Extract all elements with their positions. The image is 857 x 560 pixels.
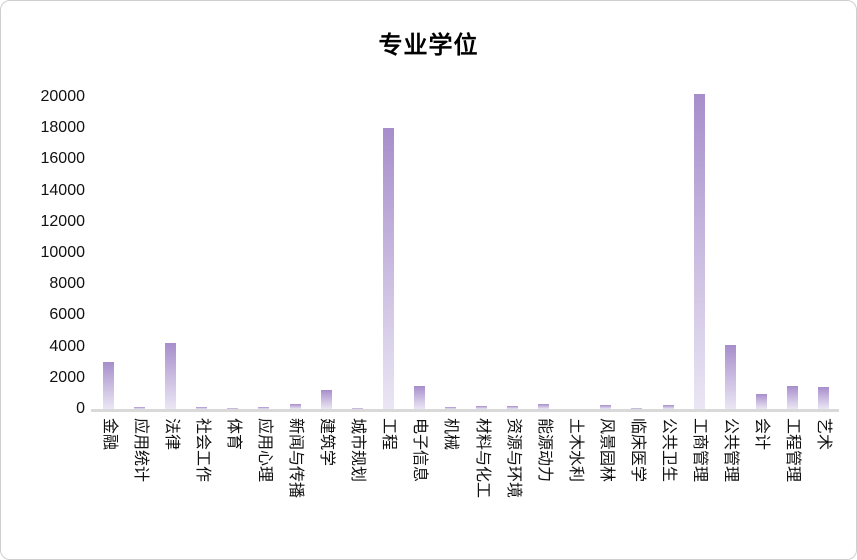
- x-category-label-text: 风景园林: [597, 418, 615, 483]
- bar-法律: [165, 343, 177, 409]
- x-category-label-text: 工程管理: [784, 418, 802, 483]
- x-category-label-text: 机械: [442, 418, 460, 451]
- x-category-label-text: 新闻与传播: [287, 418, 305, 499]
- bar-金融: [103, 362, 115, 409]
- bar-新闻与传播: [289, 404, 301, 409]
- bar-公共管理: [724, 345, 736, 409]
- y-tick-label: 8000: [49, 275, 85, 293]
- y-tick-label: 14000: [40, 181, 86, 199]
- bar-体育: [227, 407, 239, 409]
- x-category-label-text: 工商管理: [691, 418, 709, 483]
- bar-工程: [382, 128, 394, 409]
- y-tick-label: 10000: [40, 244, 86, 261]
- bar-公共卫生: [662, 405, 674, 409]
- x-category-label-text: 建筑学: [318, 418, 336, 467]
- bar-能源动力: [538, 403, 550, 409]
- x-category-label-text: 城市规划: [349, 418, 367, 483]
- x-category-label-text: 会计: [753, 418, 771, 451]
- bar-机械: [444, 406, 456, 409]
- x-category-label-text: 临床医学: [628, 418, 646, 483]
- x-category-label: 艺术: [815, 418, 856, 450]
- chart-title: 专业学位: [378, 32, 479, 59]
- x-axis-line: [91, 409, 839, 412]
- x-category-label-text: 法律: [162, 418, 180, 451]
- y-tick-label: 12000: [40, 212, 86, 230]
- x-category-label-text: 土木水利: [566, 418, 584, 483]
- y-tick-label: 18000: [40, 119, 86, 137]
- x-category-label-text: 社会工作: [193, 418, 211, 483]
- x-category-label-text: 电子信息: [411, 418, 429, 483]
- x-category-label-text: 应用统计: [131, 418, 149, 483]
- x-category-label-text: 应用心理: [255, 418, 273, 483]
- bar-材料与化工: [476, 406, 488, 409]
- x-category-label-text: 工程: [380, 418, 398, 451]
- y-tick-label: 0: [76, 400, 85, 417]
- x-category-label-text: 体育: [224, 418, 242, 451]
- x-category-label-text: 艺术: [815, 418, 833, 451]
- bar-建筑学: [320, 390, 332, 409]
- plot-area: [93, 93, 839, 409]
- bar-应用心理: [258, 407, 270, 409]
- bar-工商管理: [693, 93, 705, 409]
- bar-社会工作: [196, 407, 208, 409]
- y-tick-label: 16000: [40, 150, 86, 168]
- bar-风景园林: [600, 404, 612, 409]
- y-tick-label: 2000: [49, 368, 85, 386]
- bar-工程管理: [786, 386, 798, 409]
- bar-资源与环境: [507, 406, 519, 409]
- bar-临床医学: [631, 407, 643, 409]
- x-category-label-text: 金融: [100, 418, 118, 451]
- x-category-label-text: 材料与化工: [473, 418, 491, 499]
- x-category-label-text: 公共管理: [722, 418, 740, 483]
- x-category-label-text: 能源动力: [535, 418, 553, 483]
- bar-艺术: [817, 387, 829, 409]
- x-category-label-text: 公共卫生: [660, 418, 678, 483]
- bar-电子信息: [413, 386, 425, 409]
- bar-应用统计: [134, 406, 146, 409]
- y-tick-label: 20000: [40, 88, 86, 105]
- bar-会计: [755, 394, 767, 409]
- x-category-label-text: 资源与环境: [504, 418, 522, 499]
- y-tick-label: 6000: [49, 306, 85, 324]
- y-tick-label: 4000: [49, 337, 85, 355]
- bar-城市规划: [351, 408, 363, 409]
